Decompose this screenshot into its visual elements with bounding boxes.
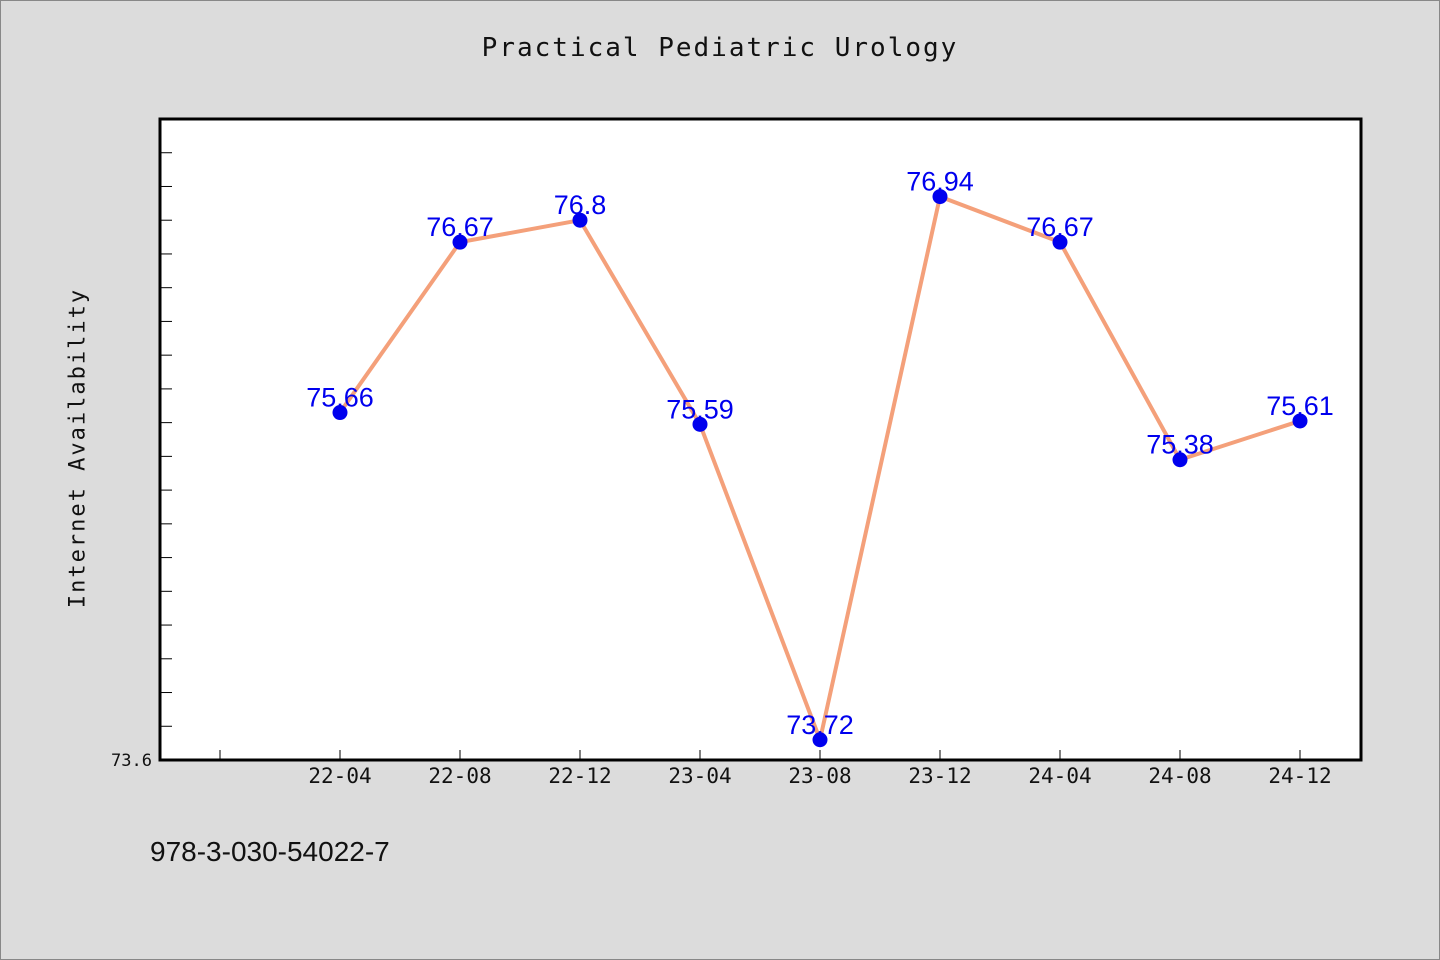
data-label: 75.59 xyxy=(666,394,734,424)
y-axis-ticks: 73.6 xyxy=(111,118,172,771)
x-tick-label: 24-08 xyxy=(1148,764,1211,788)
x-tick-label: 23-08 xyxy=(788,764,851,788)
data-point xyxy=(572,212,588,228)
x-tick-label: 23-04 xyxy=(668,764,731,788)
data-label: 73.72 xyxy=(786,710,854,740)
x-tick-label: 22-04 xyxy=(308,764,371,788)
x-axis-ticks: 22-04 22-08 22-12 23-04 23-08 23-12 24-04 24-08… xyxy=(219,750,1332,788)
plot-area xyxy=(158,117,1363,762)
x-tick-label: 22-12 xyxy=(548,764,611,788)
data-point xyxy=(932,189,948,205)
data-point xyxy=(1292,413,1308,429)
data-label: 76.8 xyxy=(554,190,607,220)
data-label: 76.67 xyxy=(426,212,494,242)
data-point xyxy=(812,732,828,748)
x-tick-label: 24-12 xyxy=(1268,764,1331,788)
data-label: 75.66 xyxy=(306,383,374,413)
series-group: 75.66 76.67 76.8 75.59 73.72 76.94 76.67 75.38 7… xyxy=(306,167,1334,748)
data-point xyxy=(452,234,468,250)
data-point xyxy=(1172,452,1188,468)
data-label: 76.67 xyxy=(1026,212,1094,242)
data-point xyxy=(1052,234,1068,250)
data-label: 75.38 xyxy=(1146,430,1214,460)
y-tick-label: 73.6 xyxy=(111,751,152,771)
x-tick-label: 23-12 xyxy=(908,764,971,788)
footer-isbn: 978-3-030-54022-7 xyxy=(150,836,390,867)
x-tick-label: 22-08 xyxy=(428,764,491,788)
data-point xyxy=(692,416,708,432)
x-tick-label: 24-04 xyxy=(1028,764,1091,788)
data-label: 75.61 xyxy=(1266,391,1334,421)
chart-title: Practical Pediatric Urology xyxy=(481,33,959,63)
data-point xyxy=(332,405,348,421)
data-label: 76.94 xyxy=(906,167,974,197)
